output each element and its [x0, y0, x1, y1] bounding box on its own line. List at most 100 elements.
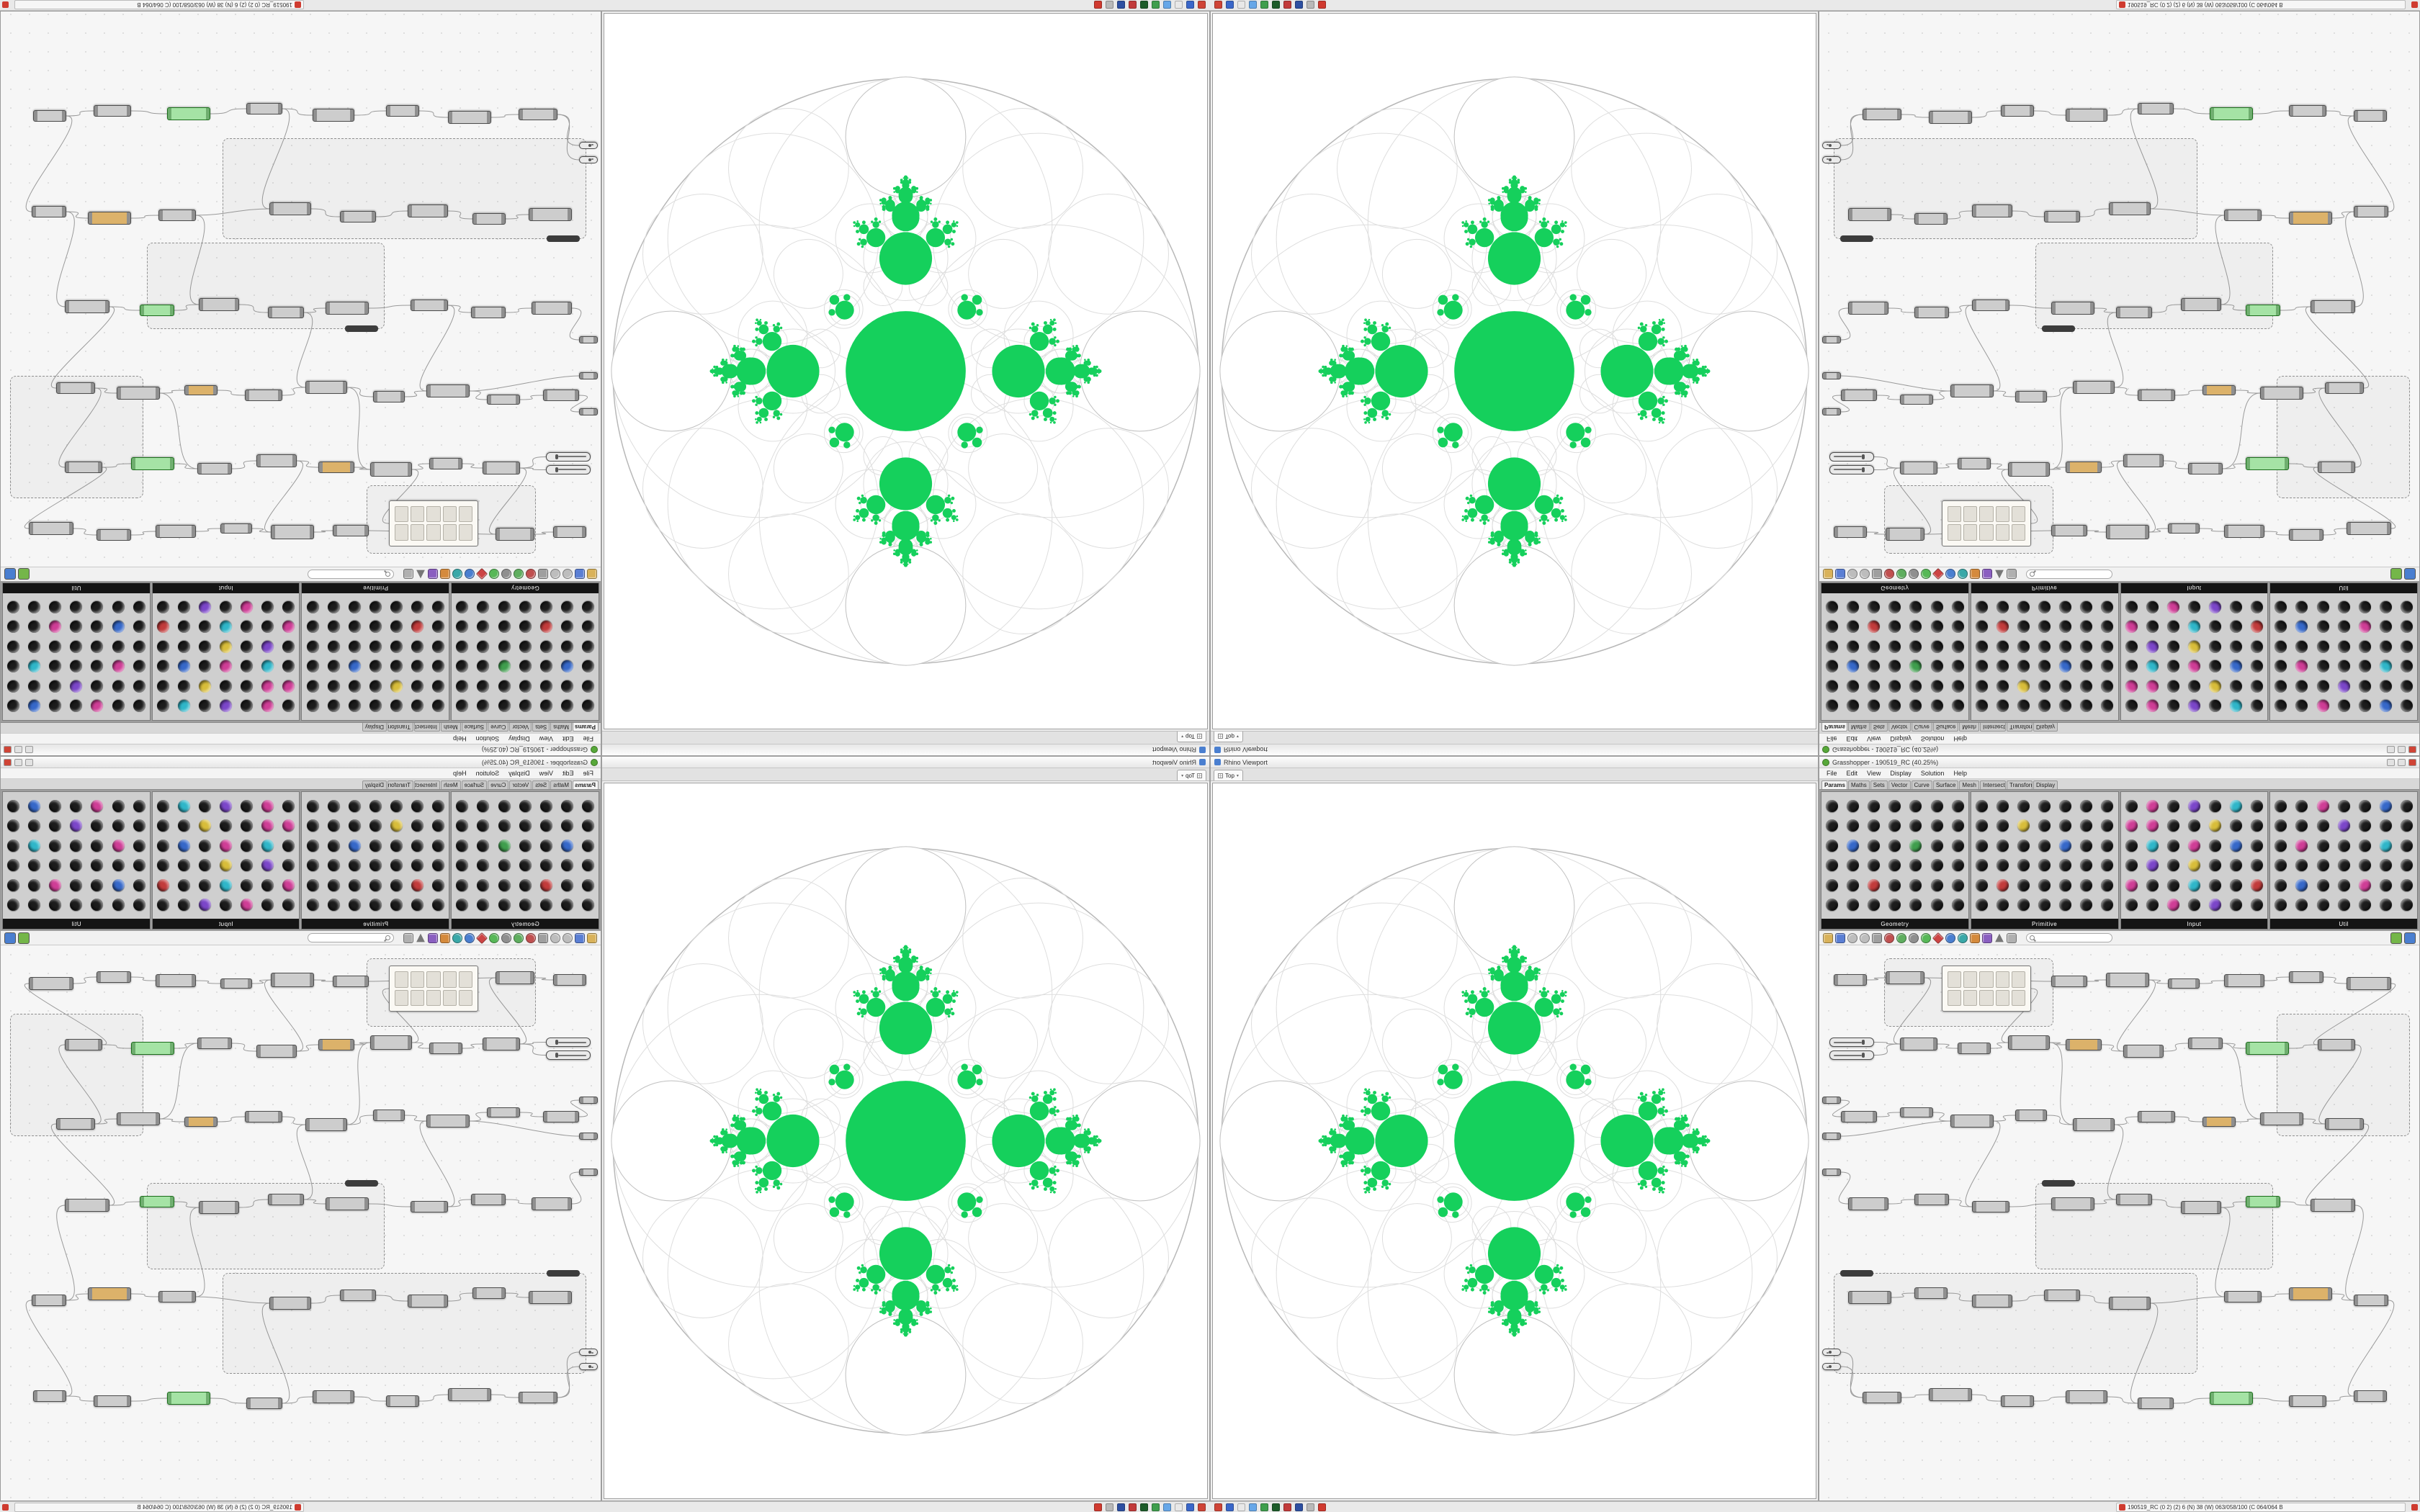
warning-node[interactable] [88, 212, 131, 225]
tab-surface[interactable]: Surface [461, 780, 488, 789]
component-node[interactable] [1900, 462, 1937, 474]
component-icon[interactable] [261, 899, 274, 912]
component-node[interactable] [2123, 1045, 2164, 1058]
component-icon[interactable] [2146, 819, 2159, 832]
component-icon[interactable] [49, 878, 62, 891]
component-icon[interactable] [1951, 660, 1964, 673]
component-icon[interactable] [112, 640, 125, 653]
component-node[interactable] [1972, 204, 2012, 217]
component-icon[interactable] [2295, 680, 2308, 693]
tab-sets[interactable]: Sets [1870, 723, 1888, 732]
component-icon[interactable] [498, 859, 511, 872]
component-icon[interactable] [1909, 600, 1922, 613]
minimize-button[interactable] [25, 746, 33, 754]
component-node[interactable] [246, 1398, 282, 1409]
component-icon[interactable] [2166, 859, 2179, 872]
component-icon[interactable] [156, 600, 169, 613]
component-icon[interactable] [1888, 621, 1901, 634]
component-node[interactable] [56, 382, 95, 394]
component-icon[interactable] [241, 640, 254, 653]
node-group[interactable] [223, 138, 586, 242]
component-node[interactable] [2106, 973, 2149, 987]
component-icon[interactable] [2337, 640, 2350, 653]
component-node[interactable] [2347, 522, 2391, 535]
zoom-in-icon[interactable] [1847, 932, 1857, 943]
tab-curve[interactable]: Curve [1911, 780, 1932, 789]
component-icon[interactable] [411, 621, 424, 634]
component-node[interactable] [117, 1112, 160, 1125]
canvas-search-input[interactable] [311, 935, 383, 941]
component-icon[interactable] [306, 899, 319, 912]
component-node[interactable] [1841, 390, 1877, 401]
component-icon[interactable] [112, 700, 125, 713]
component-icon[interactable] [1930, 600, 1943, 613]
component-node[interactable] [2289, 1395, 2326, 1407]
component-icon[interactable] [2038, 859, 2051, 872]
tab-intersect[interactable]: Intersect [414, 780, 441, 789]
component-icon[interactable] [156, 878, 169, 891]
component-icon[interactable] [2251, 819, 2264, 832]
component-icon[interactable] [282, 819, 295, 832]
component-icon[interactable] [1996, 878, 2009, 891]
component-icon[interactable] [369, 640, 382, 653]
component-icon[interactable] [1975, 700, 1988, 713]
component-icon[interactable] [2101, 839, 2114, 852]
taskbar-app-icon[interactable] [1198, 1503, 1206, 1511]
warning-node[interactable] [88, 1287, 131, 1300]
component-icon[interactable] [2295, 819, 2308, 832]
component-icon[interactable] [112, 660, 125, 673]
component-icon[interactable] [2337, 660, 2350, 673]
component-icon[interactable] [2230, 839, 2243, 852]
component-icon[interactable] [2358, 640, 2371, 653]
component-icon[interactable] [369, 700, 382, 713]
component-icon[interactable] [560, 600, 573, 613]
component-icon[interactable] [2038, 799, 2051, 812]
component-icon[interactable] [2125, 621, 2138, 634]
component-icon[interactable] [2230, 660, 2243, 673]
component-icon[interactable] [477, 640, 490, 653]
taskbar-app-icon[interactable] [1283, 1, 1291, 9]
component-icon[interactable] [519, 839, 532, 852]
component-icon[interactable] [220, 660, 233, 673]
component-node[interactable] [1972, 1295, 2012, 1308]
component-icon[interactable] [581, 640, 594, 653]
component-icon[interactable] [1868, 640, 1881, 653]
component-icon[interactable] [539, 799, 552, 812]
component-icon[interactable] [1826, 621, 1839, 634]
component-icon[interactable] [2080, 640, 2093, 653]
component-icon[interactable] [261, 799, 274, 812]
component-icon[interactable] [2295, 700, 2308, 713]
component-icon[interactable] [519, 878, 532, 891]
component-icon[interactable] [2208, 640, 2221, 653]
component-node[interactable] [2289, 529, 2323, 541]
component-icon[interactable] [390, 600, 403, 613]
menu-help[interactable]: Help [453, 735, 467, 742]
icon-display-toggle-button[interactable] [18, 568, 30, 580]
component-icon[interactable] [2146, 878, 2159, 891]
component-icon[interactable] [133, 621, 145, 634]
canvas-search-input[interactable] [2037, 935, 2109, 941]
taskbar-app-icon[interactable] [1106, 1, 1113, 9]
component-icon[interactable] [261, 680, 274, 693]
shaded-preview-icon[interactable] [1921, 932, 1931, 943]
maximize-button[interactable] [14, 758, 22, 766]
teal-sphere-icon[interactable] [452, 932, 462, 943]
taskbar-app-icon[interactable] [1237, 1503, 1245, 1511]
component-icon[interactable] [133, 878, 145, 891]
node-canvas[interactable] [1, 12, 601, 567]
component-icon[interactable] [432, 640, 445, 653]
component-icon[interactable] [2059, 899, 2072, 912]
palette-panel-label[interactable]: Primitive [302, 919, 449, 929]
component-icon[interactable] [2316, 660, 2329, 673]
component-icon[interactable] [348, 839, 361, 852]
node-group[interactable] [1834, 138, 2197, 242]
component-icon[interactable] [2038, 600, 2051, 613]
component-icon[interactable] [1868, 600, 1881, 613]
component-icon[interactable] [1847, 700, 1860, 713]
component-icon[interactable] [2080, 621, 2093, 634]
component-icon[interactable] [7, 700, 20, 713]
taskbar-app-icon[interactable] [1117, 1, 1125, 9]
component-icon[interactable] [1909, 700, 1922, 713]
component-icon[interactable] [2187, 621, 2200, 634]
component-icon[interactable] [70, 700, 83, 713]
